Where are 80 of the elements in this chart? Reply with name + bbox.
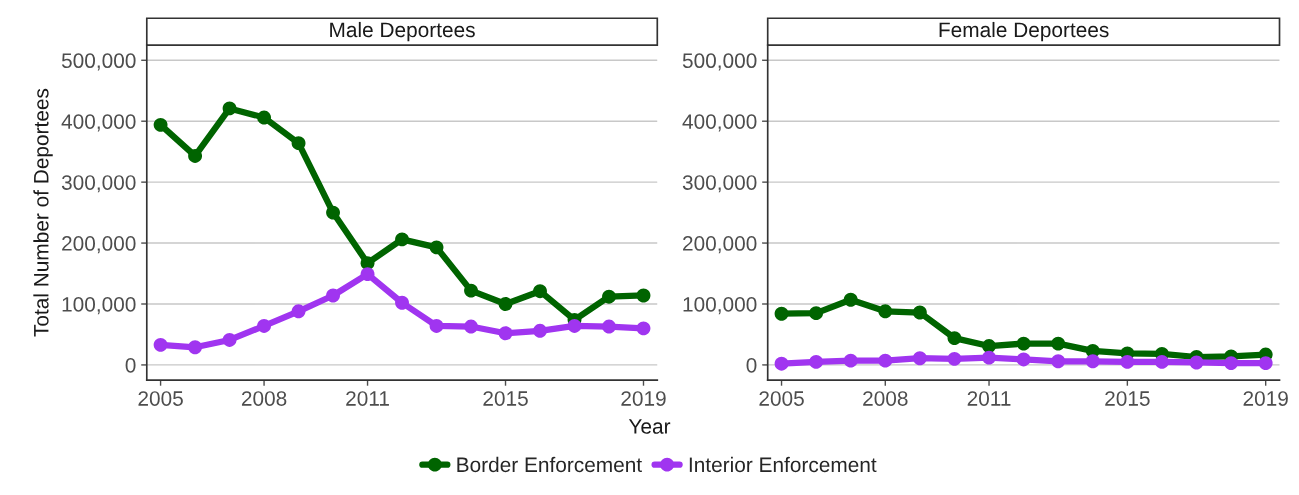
point bbox=[326, 205, 340, 220]
point bbox=[809, 306, 824, 321]
y-tick-label: 200,000 bbox=[683, 236, 757, 254]
y-tick-label: 400,000 bbox=[682, 114, 757, 132]
point bbox=[982, 350, 996, 365]
y-tick-label: 400,000 bbox=[61, 114, 136, 132]
point bbox=[326, 288, 340, 303]
x-tick-label: 2019 bbox=[1243, 391, 1288, 406]
point bbox=[636, 288, 651, 303]
point bbox=[774, 306, 789, 321]
point bbox=[257, 110, 272, 125]
point bbox=[1085, 354, 1100, 369]
y-tick-label: 100,000 bbox=[683, 297, 757, 315]
point bbox=[602, 289, 616, 304]
x-tick-label: 2015 bbox=[1105, 391, 1150, 406]
point bbox=[153, 337, 168, 352]
point bbox=[188, 340, 203, 355]
point bbox=[1016, 352, 1031, 367]
point bbox=[257, 318, 272, 333]
point bbox=[1154, 354, 1169, 369]
point bbox=[291, 304, 306, 319]
point bbox=[567, 318, 582, 333]
point bbox=[498, 326, 513, 341]
y-tick-label: 300,000 bbox=[61, 175, 136, 193]
point bbox=[1120, 354, 1135, 369]
point bbox=[843, 292, 858, 307]
point bbox=[464, 319, 478, 334]
point bbox=[395, 295, 409, 310]
point bbox=[360, 267, 375, 282]
point bbox=[153, 117, 168, 132]
point bbox=[878, 304, 893, 319]
y-tick-label: 200,000 bbox=[62, 236, 136, 254]
point bbox=[982, 339, 996, 353]
y-tick-label: 0 bbox=[746, 357, 757, 373]
point bbox=[1016, 336, 1031, 351]
y-axis-title: Total Number of Deportees bbox=[33, 88, 53, 337]
point bbox=[464, 283, 478, 298]
x-tick-label: 2011 bbox=[346, 391, 389, 406]
x-tick-label: 2015 bbox=[483, 391, 528, 406]
y-tick-label: 500,000 bbox=[61, 53, 136, 71]
point bbox=[533, 323, 547, 338]
point bbox=[1224, 356, 1239, 371]
point bbox=[429, 318, 444, 333]
legend-label: Border Enforcement bbox=[457, 456, 642, 473]
point bbox=[774, 356, 789, 371]
point bbox=[1189, 355, 1204, 370]
point bbox=[222, 101, 237, 116]
point bbox=[222, 333, 237, 347]
y-tick-label: 500,000 bbox=[682, 53, 757, 71]
x-tick-label: 2005 bbox=[759, 391, 804, 406]
point bbox=[1258, 356, 1273, 371]
x-axis-title: Year bbox=[628, 419, 671, 434]
x-tick-label: 2008 bbox=[241, 391, 287, 406]
point bbox=[636, 321, 651, 336]
y-tick-label: 0 bbox=[125, 357, 136, 373]
point bbox=[602, 319, 616, 334]
point bbox=[291, 136, 306, 151]
y-tick-label: 300,000 bbox=[682, 175, 757, 193]
point bbox=[395, 232, 409, 247]
point bbox=[947, 331, 962, 346]
point bbox=[1051, 354, 1066, 369]
point bbox=[912, 305, 927, 320]
point bbox=[878, 353, 893, 368]
point bbox=[947, 351, 962, 366]
point bbox=[912, 351, 927, 366]
point bbox=[429, 240, 444, 255]
point bbox=[188, 148, 203, 163]
x-tick-label: 2008 bbox=[863, 391, 908, 406]
x-tick-label: 2019 bbox=[621, 391, 666, 406]
point bbox=[1051, 336, 1066, 351]
legend-label: Interior Enforcement bbox=[689, 456, 877, 473]
point bbox=[533, 284, 547, 299]
y-tick-label: 100,000 bbox=[62, 297, 136, 315]
point bbox=[843, 353, 858, 368]
point bbox=[809, 354, 824, 369]
x-tick-label: 2005 bbox=[138, 391, 183, 406]
point bbox=[498, 297, 513, 311]
chart-title: Male Deportees bbox=[330, 21, 475, 42]
x-tick-label: 2011 bbox=[967, 391, 1011, 406]
chart-title: Female Deportees bbox=[939, 21, 1109, 42]
